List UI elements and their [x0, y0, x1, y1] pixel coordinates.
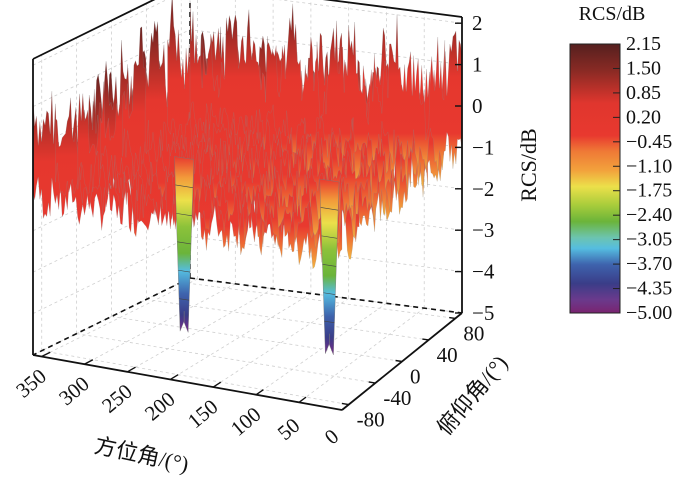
x-gridline-floor: [41, 278, 198, 357]
x-tick-label: 250: [97, 379, 137, 418]
y-gridline-floor: [111, 316, 403, 362]
colorbar-label: −1.75: [626, 180, 672, 202]
well-contour: [323, 292, 336, 295]
z-tick-label: −2: [472, 177, 494, 201]
y-tick-label: 0: [410, 365, 421, 389]
colorbar-label: −2.40: [626, 204, 672, 226]
x-tick-label: 0: [320, 424, 343, 449]
x-tick-label: 150: [183, 394, 223, 433]
well-contour: [324, 320, 335, 324]
y-tick: [395, 359, 403, 363]
colorbar-label: 1.50: [626, 57, 661, 79]
y-tick-label: -40: [383, 386, 411, 410]
y-tick: [368, 381, 376, 384]
y-gridline-floor: [41, 350, 349, 406]
colorbar-title: RCS/dB: [579, 3, 646, 25]
y-gridline-floor: [181, 281, 456, 319]
well-contour: [320, 207, 339, 211]
well-contour: [176, 213, 192, 217]
rcs-null-well: [174, 156, 195, 333]
z-tick-label: 0: [472, 94, 483, 118]
x-tick: [84, 359, 94, 365]
x-tick: [169, 374, 179, 381]
well-contour: [322, 264, 337, 267]
x-tick: [41, 351, 51, 358]
top-left-edge: [32, 0, 156, 60]
z-tick-label: 1: [472, 53, 483, 77]
y-tick: [449, 316, 456, 320]
colorbar-label: 0.20: [626, 106, 661, 128]
well-contour: [321, 235, 338, 239]
x-tick-label: 300: [54, 371, 94, 410]
colorbar-label: −3.05: [626, 229, 672, 251]
well-contour: [177, 241, 192, 245]
x-gridline-floor: [170, 293, 312, 380]
x-tick-label: 350: [11, 364, 51, 403]
y-tick-labels: -80 -40 0 40 80: [357, 321, 485, 431]
colorbar-label: −0.45: [626, 131, 672, 153]
z-gridline: [32, 236, 463, 314]
colorbar-label: 2.15: [626, 33, 661, 55]
colorbar-label: 0.85: [626, 82, 661, 104]
z-gridline: [32, 277, 463, 356]
well-contour: [179, 298, 190, 301]
colorbar: RCS/dB 2.15 1.50 0.85 0.20 −0.45 −1.10 −…: [569, 3, 672, 324]
x-tick: [255, 389, 264, 396]
well-contour: [175, 184, 193, 188]
colorbar-label: −4.35: [626, 278, 672, 300]
z-axis-title: RCS/dB: [516, 128, 541, 201]
z-tick-labels: 2 1 0 −1 −2 −3 −4 −5: [472, 11, 495, 325]
y-tick-label: 40: [437, 343, 458, 367]
x-tick-label: 50: [273, 413, 305, 445]
colorbar-label: −3.70: [626, 253, 672, 275]
rcs-null-well: [319, 178, 340, 355]
well-contour: [178, 269, 191, 273]
colorbar-labels: 2.15 1.50 0.85 0.20 −0.45 −1.10 −1.75 −2…: [626, 33, 672, 324]
y-tick-label: 80: [463, 321, 484, 345]
colorbar-label: −1.10: [626, 155, 672, 177]
y-tick: [341, 402, 349, 406]
y-tick: [422, 338, 429, 341]
top-back-edge: [322, 0, 463, 18]
z-tick-label: 2: [472, 11, 483, 35]
x-gridline-floor: [127, 288, 274, 373]
rcs-surface: [32, 0, 463, 355]
x-tick-label: 200: [140, 387, 180, 426]
colorbar-label: −5.00: [626, 302, 672, 324]
colorbar-ticks: [613, 43, 620, 314]
floor-left-edge: [32, 277, 191, 356]
z-tick-label: −1: [472, 135, 494, 159]
x-tick-labels: 350 300 250 200 150 100 50 0: [11, 364, 343, 449]
axes: [32, 0, 463, 411]
x-axis-title: 方位角/(°): [92, 433, 191, 477]
x-tick: [341, 404, 350, 411]
x-tick: [127, 366, 136, 373]
z-tick-label: −3: [472, 218, 494, 242]
y-gridline-floor: [76, 333, 376, 384]
z-tick-label: −5: [472, 301, 494, 325]
y-tick-label: -80: [357, 408, 385, 432]
x-tick: [298, 396, 307, 403]
z-tick-label: −4: [472, 260, 495, 284]
colorbar-bar: [569, 43, 621, 314]
x-tick: [212, 381, 222, 388]
x-tick-label: 100: [226, 402, 266, 441]
